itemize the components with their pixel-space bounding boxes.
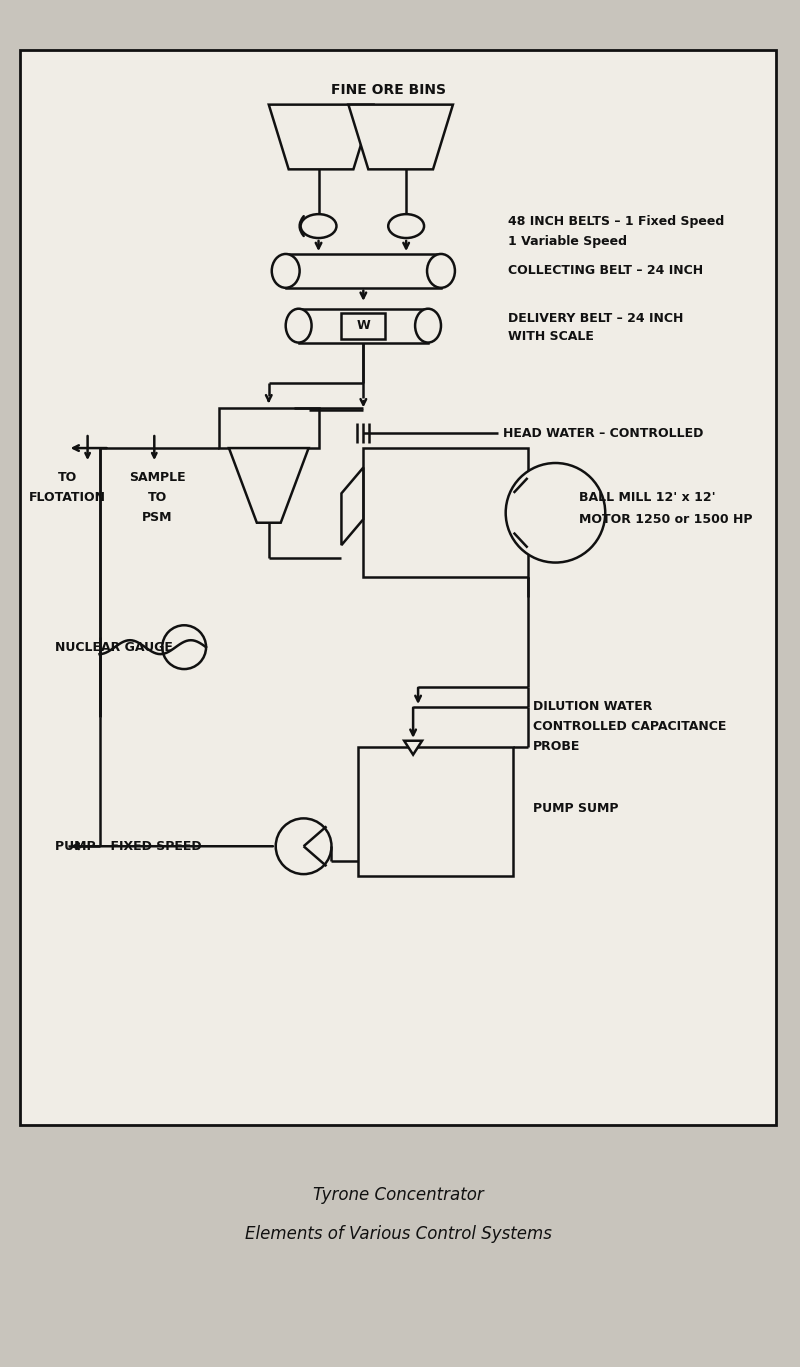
Text: PROBE: PROBE xyxy=(533,740,580,753)
Bar xyxy=(298,309,428,343)
Text: MOTOR 1250 or 1500 HP: MOTOR 1250 or 1500 HP xyxy=(579,513,753,526)
Text: BALL MILL 12' x 12': BALL MILL 12' x 12' xyxy=(579,491,716,504)
Text: TO: TO xyxy=(148,491,167,504)
Circle shape xyxy=(276,819,331,874)
Text: 1 Variable Speed: 1 Variable Speed xyxy=(508,235,626,247)
Text: PUMP SUMP: PUMP SUMP xyxy=(533,802,618,815)
Polygon shape xyxy=(269,105,374,170)
Polygon shape xyxy=(404,741,422,755)
Text: DELIVERY BELT – 24 INCH: DELIVERY BELT – 24 INCH xyxy=(508,312,683,325)
Ellipse shape xyxy=(286,309,311,343)
Polygon shape xyxy=(342,468,363,545)
Ellipse shape xyxy=(301,215,337,238)
Ellipse shape xyxy=(415,309,441,343)
Text: SAMPLE: SAMPLE xyxy=(129,472,186,484)
Bar xyxy=(363,448,527,577)
Text: Tyrone Concentrator: Tyrone Concentrator xyxy=(313,1185,483,1204)
Bar xyxy=(286,254,441,288)
Text: PSM: PSM xyxy=(142,511,173,525)
Text: CONTROLLED CAPACITANCE: CONTROLLED CAPACITANCE xyxy=(533,720,726,733)
Text: FLOTATION: FLOTATION xyxy=(29,491,106,504)
Ellipse shape xyxy=(427,254,455,288)
Bar xyxy=(342,313,386,339)
Bar xyxy=(219,409,318,448)
Text: NUCLEAR GAUGE: NUCLEAR GAUGE xyxy=(54,641,173,653)
Text: HEAD WATER – CONTROLLED: HEAD WATER – CONTROLLED xyxy=(502,427,703,440)
Ellipse shape xyxy=(388,215,424,238)
Text: PUMP – FIXED SPEED: PUMP – FIXED SPEED xyxy=(54,839,202,853)
Bar xyxy=(358,746,513,876)
Text: Elements of Various Control Systems: Elements of Various Control Systems xyxy=(245,1225,552,1244)
Ellipse shape xyxy=(272,254,300,288)
Text: W: W xyxy=(357,319,370,332)
Bar xyxy=(20,51,777,1125)
Text: COLLECTING BELT – 24 INCH: COLLECTING BELT – 24 INCH xyxy=(508,264,703,278)
Text: DILUTION WATER: DILUTION WATER xyxy=(533,700,652,714)
Polygon shape xyxy=(349,105,453,170)
Text: FINE ORE BINS: FINE ORE BINS xyxy=(330,83,446,97)
Text: WITH SCALE: WITH SCALE xyxy=(508,329,594,343)
Text: TO: TO xyxy=(58,472,78,484)
Circle shape xyxy=(162,625,206,668)
Polygon shape xyxy=(229,448,309,522)
Text: 48 INCH BELTS – 1 Fixed Speed: 48 INCH BELTS – 1 Fixed Speed xyxy=(508,215,724,228)
Circle shape xyxy=(506,463,606,563)
